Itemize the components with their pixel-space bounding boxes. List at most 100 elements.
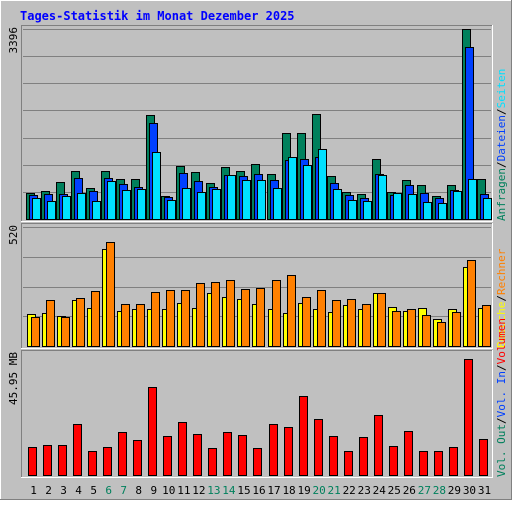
middle-bar-rechner-day-27 <box>422 315 431 347</box>
x-tick-label-day-30: 30 <box>463 484 476 497</box>
middle-bar-rechner-day-16 <box>256 288 265 347</box>
x-tick-label-day-15: 15 <box>237 484 250 497</box>
top-bar-seiten-day-8 <box>137 189 146 220</box>
top-bar-seiten-day-18 <box>288 157 297 220</box>
middle-bar-rechner-day-22 <box>347 299 356 347</box>
middle-bar-rechner-day-21 <box>332 300 341 347</box>
bottom-bar-volumen-day-31 <box>479 439 488 476</box>
middle-bar-rechner-day-23 <box>362 304 371 347</box>
x-tick-label-day-10: 10 <box>162 484 175 497</box>
x-tick-label-day-28: 28 <box>433 484 446 497</box>
top-bar-seiten-day-28 <box>438 203 447 220</box>
bottom-bar-volumen-day-16 <box>253 448 262 476</box>
chart-title: Tages-Statistik im Monat Dezember 2025 <box>20 9 295 23</box>
x-tick-label-day-19: 19 <box>297 484 310 497</box>
top-bar-seiten-day-4 <box>77 193 86 220</box>
top-bar-seiten-day-7 <box>122 190 131 220</box>
middle-bar-rechner-day-6 <box>106 242 115 347</box>
middle-bar-rechner-day-9 <box>151 292 160 347</box>
top-bar-seiten-day-2 <box>47 201 56 220</box>
bottom-bar-volumen-day-15 <box>238 435 247 476</box>
top-bars <box>26 29 492 220</box>
top-bar-seiten-day-22 <box>348 200 357 220</box>
x-tick-label-day-3: 3 <box>60 484 67 497</box>
middle-bar-rechner-day-20 <box>317 290 326 347</box>
bottom-bar-volumen-day-21 <box>329 436 338 476</box>
bottom-bar-volumen-day-4 <box>73 424 82 476</box>
bottom-bar-volumen-day-17 <box>269 424 278 476</box>
bottom-bar-volumen-day-8 <box>133 440 142 476</box>
legend-item-dateien: Dateien <box>495 115 508 161</box>
top-bar-seiten-day-16 <box>257 180 266 220</box>
top-bar-seiten-day-9 <box>152 152 161 220</box>
top-bar-seiten-day-30 <box>468 179 477 220</box>
bottom-bar-volumen-day-13 <box>208 448 217 476</box>
legend-item-volumen: Volumen <box>495 318 508 364</box>
chart-legend: Anfragen/Dateien/SeitenBesuche/RechnerVo… <box>495 69 508 477</box>
middle-bars <box>27 242 491 347</box>
top-bar-seiten-day-11 <box>182 188 191 220</box>
middle-bar-rechner-day-7 <box>121 304 130 347</box>
bottom-bar-volumen-day-12 <box>193 434 202 476</box>
top-bar-seiten-day-25 <box>393 193 402 220</box>
middle-bar-rechner-day-14 <box>226 280 235 347</box>
bottom-ymax-label: 45.95 MB <box>7 352 20 405</box>
middle-bar-rechner-day-24 <box>377 293 386 347</box>
bottom-bar-volumen-day-30 <box>464 359 473 476</box>
top-bar-seiten-day-26 <box>408 194 417 220</box>
x-tick-label-day-13: 13 <box>207 484 220 497</box>
legend-item-besuche: Besuche <box>495 302 508 348</box>
bottom-bar-volumen-day-29 <box>449 447 458 476</box>
x-tick-label-day-23: 23 <box>358 484 371 497</box>
x-axis-labels: 1 2 3 4 5 6 7 8 9 10 11 12 13 14 15 16 17 18 19 20 21 22 23 24 2… <box>30 484 491 497</box>
middle-bar-rechner-day-11 <box>181 290 190 347</box>
top-bar-seiten-day-14 <box>227 175 236 220</box>
top-bar-seiten-day-17 <box>273 188 282 220</box>
middle-legend: Besuche/Rechner <box>495 248 508 348</box>
legend-separator: / <box>495 364 508 371</box>
x-tick-label-day-26: 26 <box>403 484 416 497</box>
bottom-bar-volumen-day-7 <box>118 432 127 476</box>
x-tick-label-day-8: 8 <box>135 484 142 497</box>
legend-separator: / <box>495 108 508 115</box>
middle-bar-rechner-day-26 <box>407 309 416 347</box>
top-bar-seiten-day-1 <box>32 198 41 220</box>
x-tick-label-day-14: 14 <box>222 484 236 497</box>
middle-bar-rechner-day-5 <box>91 291 100 347</box>
middle-bar-rechner-day-2 <box>46 300 55 347</box>
middle-bar-rechner-day-25 <box>392 311 401 347</box>
x-tick-label-day-11: 11 <box>177 484 190 497</box>
top-bar-seiten-day-23 <box>363 201 372 220</box>
x-tick-label-day-9: 9 <box>150 484 157 497</box>
middle-bar-rechner-day-3 <box>61 317 70 347</box>
x-tick-label-day-16: 16 <box>252 484 265 497</box>
legend-item-seiten: Seiten <box>495 69 508 109</box>
middle-bar-rechner-day-8 <box>136 304 145 347</box>
bottom-bar-volumen-day-2 <box>43 445 52 476</box>
legend-item-vol-in: Vol. In <box>495 371 508 417</box>
x-tick-label-day-27: 27 <box>418 484 431 497</box>
x-tick-label-day-21: 21 <box>328 484 341 497</box>
top-bar-seiten-day-5 <box>92 201 101 220</box>
top-bar-seiten-day-15 <box>242 180 251 220</box>
top-bar-seiten-day-19 <box>303 165 312 220</box>
top-ymax-label: 3396 <box>7 27 20 54</box>
top-panel: 3396 <box>7 25 493 222</box>
middle-bar-rechner-day-29 <box>452 312 461 347</box>
x-tick-label-day-24: 24 <box>373 484 387 497</box>
x-tick-label-day-17: 17 <box>267 484 280 497</box>
middle-bar-rechner-day-28 <box>437 322 446 347</box>
bottom-bar-volumen-day-3 <box>58 445 67 476</box>
x-tick-label-day-5: 5 <box>90 484 97 497</box>
middle-bar-rechner-day-10 <box>166 290 175 347</box>
bottom-bar-volumen-day-24 <box>374 415 383 476</box>
x-tick-label-day-6: 6 <box>105 484 112 497</box>
top-bar-seiten-day-27 <box>423 202 432 220</box>
middle-bar-rechner-day-1 <box>31 317 40 347</box>
middle-bar-rechner-day-4 <box>76 298 85 347</box>
x-tick-label-day-25: 25 <box>388 484 401 497</box>
x-tick-label-day-18: 18 <box>282 484 295 497</box>
bottom-bar-volumen-day-28 <box>434 451 443 476</box>
top-bar-seiten-day-13 <box>212 189 221 220</box>
top-bar-seiten-day-21 <box>333 189 342 220</box>
